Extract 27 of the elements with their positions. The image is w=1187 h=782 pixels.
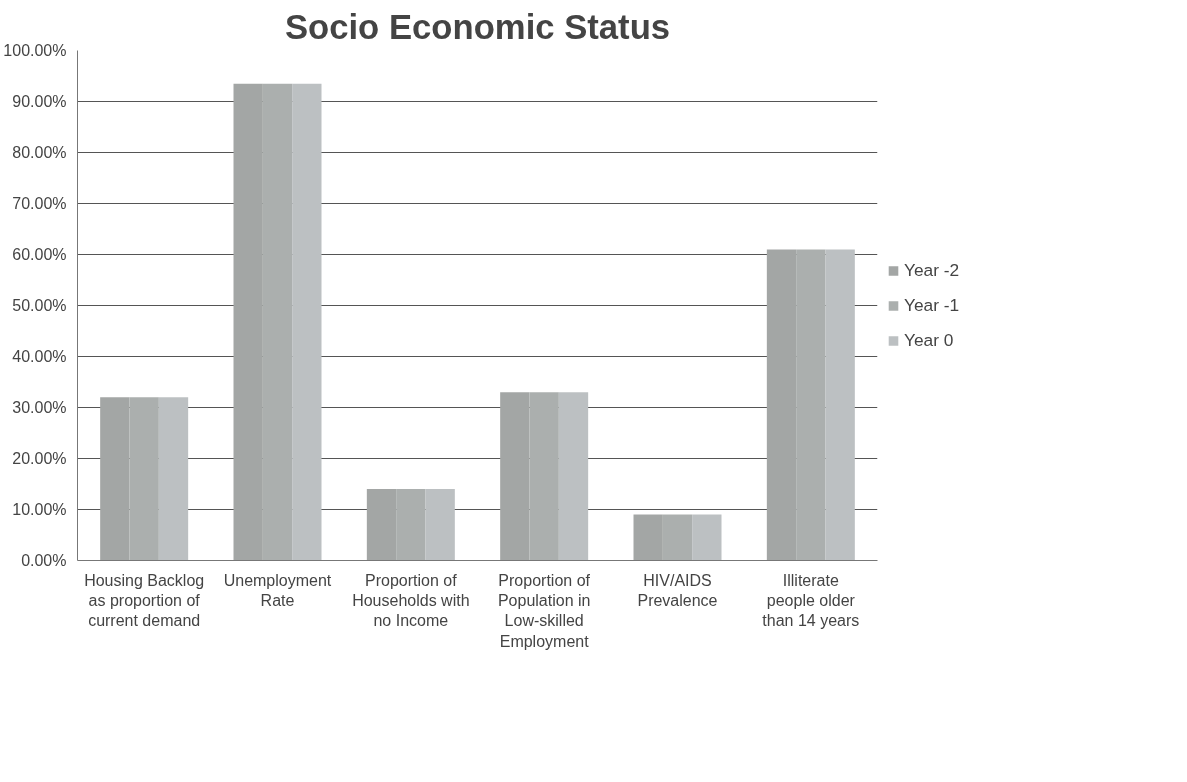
y-tick-label: 0.00%: [21, 552, 67, 569]
chart-title: Socio Economic Status: [284, 7, 671, 46]
x-tick-label: Housing Backlog as proportion of current demand: [84, 571, 205, 630]
y-tick-label: 50.00%: [12, 297, 67, 314]
y-tick-label: 10.00%: [12, 501, 67, 518]
y-tick-label: 70.00%: [12, 195, 67, 212]
y-tick-label: 80.00%: [12, 144, 67, 161]
y-tick-label: 20.00%: [12, 450, 67, 467]
x-tick-label: HIV/AIDS Prevalence: [637, 571, 718, 609]
y-tick-label: 30.00%: [12, 399, 67, 416]
x-tick-label: Unemployment Rate: [223, 571, 332, 609]
y-tick-label: 90.00%: [12, 93, 67, 110]
y-tick-label: 40.00%: [12, 348, 67, 365]
x-tick-label: Illiterate people older than 14 years: [762, 571, 860, 630]
bar: [692, 514, 722, 561]
bar: [158, 397, 189, 561]
bar: [825, 249, 855, 561]
legend-label: Year -1: [904, 294, 960, 316]
bar: [425, 489, 455, 561]
x-tick-label: Proportion of Population in Low-skilled Employment: [497, 571, 591, 650]
y-tick-label: 60.00%: [12, 246, 67, 263]
x-tick-label: Proportion of Households with no Income: [352, 571, 470, 630]
bar: [292, 83, 322, 561]
bar: [558, 392, 589, 561]
legend-label: Year -2: [904, 259, 960, 281]
y-tick-label: 100.00%: [3, 42, 67, 59]
legend-label: Year 0: [904, 329, 954, 351]
